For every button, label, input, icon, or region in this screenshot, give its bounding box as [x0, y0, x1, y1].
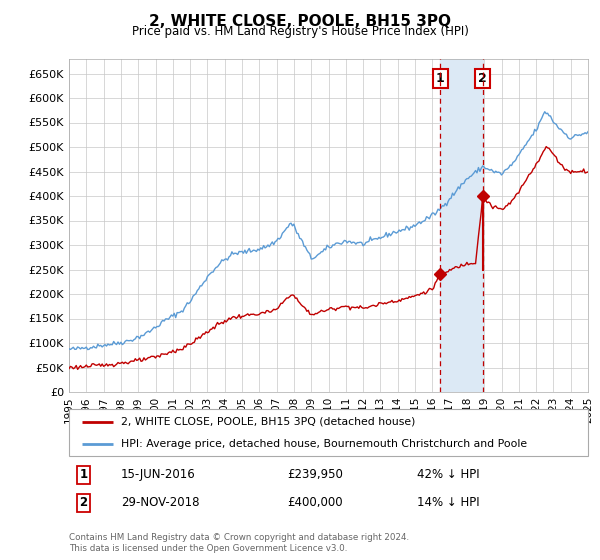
Text: 14% ↓ HPI: 14% ↓ HPI	[417, 496, 479, 509]
Bar	[440, 59, 483, 392]
Text: 2: 2	[478, 72, 487, 85]
Text: 2, WHITE CLOSE, POOLE, BH15 3PQ: 2, WHITE CLOSE, POOLE, BH15 3PQ	[149, 14, 451, 29]
Text: 29-NOV-2018: 29-NOV-2018	[121, 496, 199, 509]
Text: HPI: Average price, detached house, Bournemouth Christchurch and Poole: HPI: Average price, detached house, Bour…	[121, 438, 527, 449]
Text: 42% ↓ HPI: 42% ↓ HPI	[417, 468, 479, 481]
Text: Price paid vs. HM Land Registry's House Price Index (HPI): Price paid vs. HM Land Registry's House …	[131, 25, 469, 38]
Text: 1: 1	[79, 468, 88, 481]
Text: £239,950: £239,950	[287, 468, 343, 481]
Text: 2: 2	[79, 496, 88, 509]
Text: 1: 1	[436, 72, 445, 85]
Text: 15-JUN-2016: 15-JUN-2016	[121, 468, 196, 481]
Text: Contains HM Land Registry data © Crown copyright and database right 2024.
This d: Contains HM Land Registry data © Crown c…	[69, 533, 409, 553]
Text: £400,000: £400,000	[287, 496, 343, 509]
FancyBboxPatch shape	[69, 409, 588, 456]
Text: 2, WHITE CLOSE, POOLE, BH15 3PQ (detached house): 2, WHITE CLOSE, POOLE, BH15 3PQ (detache…	[121, 417, 415, 427]
